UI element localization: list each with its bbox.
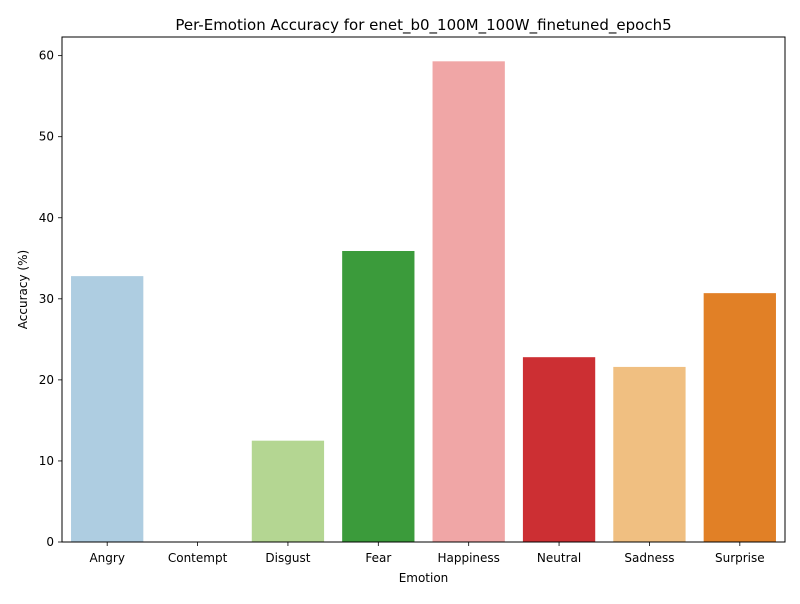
bar-neutral bbox=[522, 357, 596, 542]
y-tick-label: 30 bbox=[39, 292, 54, 306]
bar-happiness bbox=[432, 61, 505, 543]
y-tick-label: 40 bbox=[39, 211, 54, 225]
bar-sadness bbox=[613, 366, 686, 542]
x-axis: Angry Contempt Disgust Fear Happiness Neutral… bbox=[89, 542, 765, 565]
x-tick-label: Neutral bbox=[537, 551, 581, 565]
bars-group bbox=[71, 61, 776, 543]
plot-frame bbox=[61, 36, 786, 543]
x-axis-label: Emotion bbox=[399, 571, 449, 585]
bar-disgust bbox=[251, 440, 325, 542]
chart-title: Per-Emotion Accuracy for enet_b0_100M_10… bbox=[175, 16, 671, 35]
x-tick-label: Fear bbox=[365, 551, 391, 565]
y-axis: 0 10 20 30 40 50 60 bbox=[39, 49, 62, 549]
y-tick-label: 10 bbox=[39, 454, 54, 468]
bar-angry bbox=[71, 276, 144, 542]
bar-surprise bbox=[703, 293, 776, 542]
y-tick-label: 50 bbox=[39, 130, 54, 144]
y-tick-label: 60 bbox=[39, 49, 54, 63]
x-tick-label: Angry bbox=[89, 551, 124, 565]
y-tick-label: 20 bbox=[39, 373, 54, 387]
y-axis-label: Accuracy (%) bbox=[16, 250, 30, 329]
x-tick-label: Contempt bbox=[168, 551, 228, 565]
x-tick-label: Surprise bbox=[715, 551, 765, 565]
x-tick-label: Disgust bbox=[265, 551, 310, 565]
x-tick-label: Happiness bbox=[437, 551, 499, 565]
x-tick-label: Sadness bbox=[624, 551, 674, 565]
y-tick-label: 0 bbox=[46, 535, 54, 549]
bar-fear bbox=[342, 250, 415, 542]
